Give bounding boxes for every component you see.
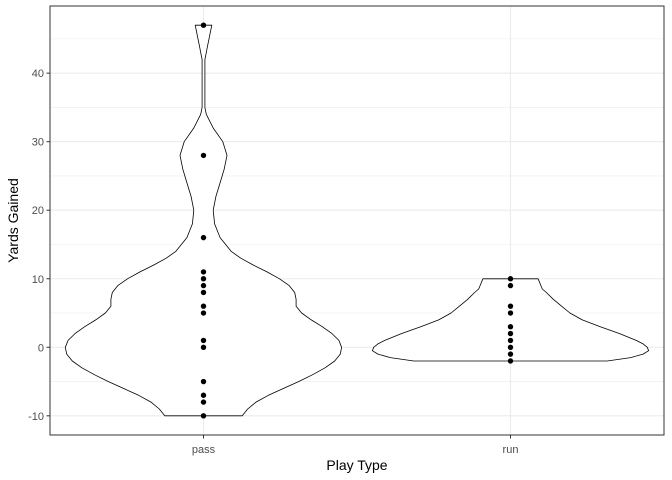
data-point-pass (200, 234, 207, 241)
data-point-pass (200, 269, 207, 275)
violin-pass (64, 24, 342, 417)
data-point-pass (200, 276, 207, 282)
data-points (200, 22, 514, 419)
x-tick-label-run: run (503, 444, 519, 456)
violin-run (372, 278, 649, 362)
data-point-pass (200, 303, 207, 309)
y-axis-title: Yards Gained (5, 178, 21, 263)
data-point-run (507, 282, 514, 289)
data-point-run (507, 276, 514, 282)
y-tick-label: 40 (32, 68, 44, 80)
data-point-pass (200, 289, 207, 296)
plot-panel-border (49, 5, 665, 436)
y-axis-ticks: -10 0 10 20 30 40 (28, 68, 50, 423)
data-point-pass (200, 399, 207, 405)
x-axis-ticks: pass run (192, 435, 519, 456)
data-point-pass (200, 152, 207, 159)
data-point-pass (200, 413, 207, 419)
data-point-pass (200, 337, 207, 344)
x-axis-title: Play Type (326, 457, 387, 473)
violins (64, 24, 649, 417)
y-tick-label: 30 (32, 137, 44, 149)
data-point-run (507, 358, 514, 364)
data-point-pass (200, 392, 207, 398)
data-point-pass (200, 310, 207, 316)
data-point-pass (200, 22, 207, 28)
data-point-run (507, 330, 514, 337)
y-tick-label: -10 (28, 411, 44, 423)
y-tick-label: 10 (32, 274, 44, 286)
data-point-pass (200, 344, 207, 350)
data-point-run (507, 303, 514, 309)
data-point-pass (200, 282, 207, 289)
data-point-run (507, 324, 514, 330)
data-point-pass (200, 378, 207, 385)
data-point-run (507, 344, 514, 350)
y-tick-label: 0 (38, 342, 44, 354)
y-tick-label: 20 (32, 205, 44, 217)
data-point-run (507, 351, 514, 357)
data-point-run (507, 310, 514, 316)
x-tick-label-pass: pass (192, 444, 216, 456)
data-point-run (507, 337, 514, 344)
